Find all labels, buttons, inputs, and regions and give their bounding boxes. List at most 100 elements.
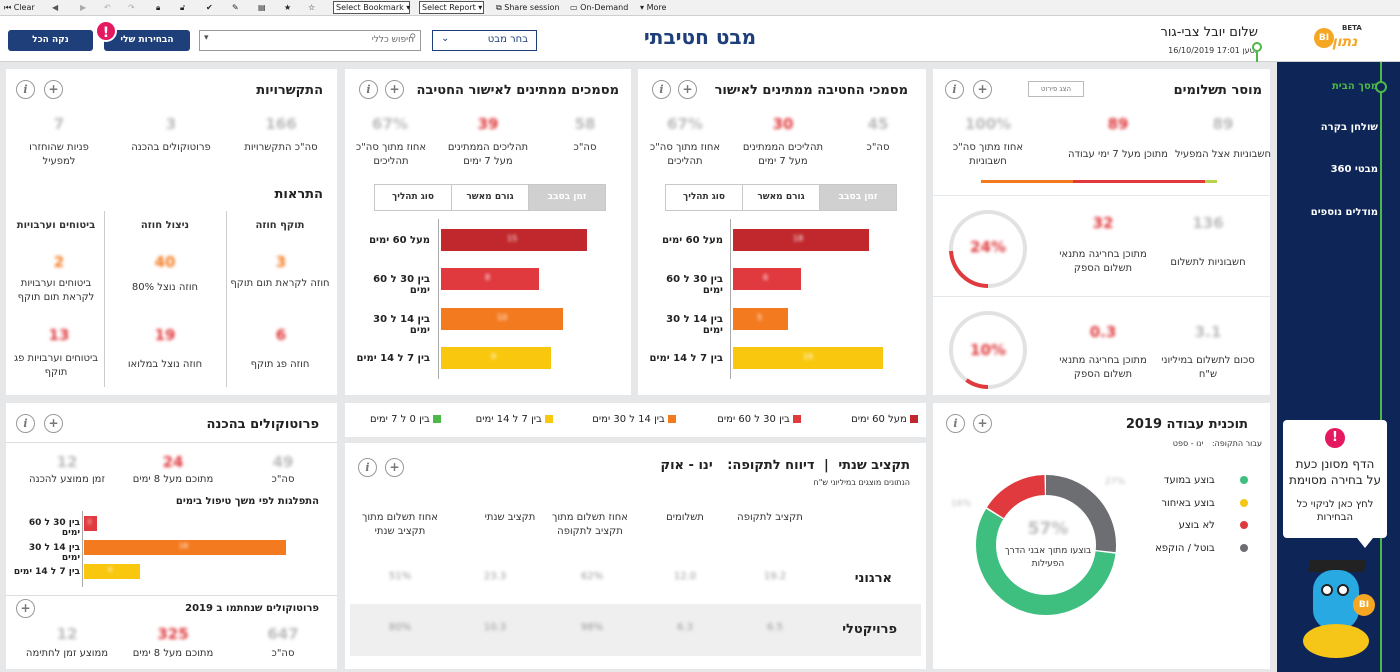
ondemand-button[interactable]: ▭ On-Demand	[570, 3, 629, 12]
add-icon[interactable]: +	[973, 80, 992, 99]
edit-icon[interactable]: ✎	[232, 3, 239, 12]
clear-button[interactable]: ⏮ Clear	[4, 3, 35, 12]
engagements-panel: התקשרויות + i 166 סה"כ התקשרויות 3 פרוטו…	[6, 69, 337, 395]
report-icon[interactable]: ▤	[258, 3, 266, 12]
legend-swatch	[433, 415, 441, 423]
app-header: נקה הכל הבחירות שלי ! חיפוש כללי ▾ ⚲ בחר…	[0, 16, 1400, 62]
star-icon[interactable]: ☆	[308, 3, 316, 12]
sidebar-item-360[interactable]: מבטי 360	[1330, 164, 1378, 175]
bar-14-30[interactable]: 10	[441, 308, 563, 330]
alert-icon: !	[95, 20, 117, 42]
info-icon[interactable]: i	[946, 414, 965, 433]
kpi-label: מתוכם מעל 8 ימים	[132, 648, 214, 659]
logo-text: נתון	[1332, 34, 1358, 50]
sidebar-item-home[interactable]: מסך הבית	[1331, 81, 1378, 92]
bar-14-30[interactable]: 18	[84, 540, 286, 555]
bar-7-14[interactable]: 16	[733, 347, 883, 369]
kpi-value: 89	[1212, 115, 1234, 133]
info-icon[interactable]: i	[16, 80, 35, 99]
alert-value[interactable]: 3	[275, 253, 287, 271]
donut-slice[interactable]	[976, 475, 1116, 615]
bar-30-60[interactable]: 6	[733, 268, 801, 290]
tab-process-type[interactable]: סוג תהליך	[392, 192, 434, 202]
tab-process-type[interactable]: סוג תהליך	[683, 192, 725, 202]
bar-value: 3	[87, 518, 92, 526]
add-icon[interactable]: +	[16, 599, 35, 618]
legend-item: בין 0 ל 7 ימים	[370, 414, 441, 425]
legend-dot-icon	[1240, 499, 1248, 507]
share-session-button[interactable]: ⧉ Share session	[496, 3, 560, 12]
add-icon[interactable]: +	[385, 80, 404, 99]
lock-icon[interactable]: 🔒︎	[156, 3, 161, 12]
bar-30-60[interactable]: 3	[84, 516, 97, 531]
kpi-label: סה"כ	[866, 142, 890, 153]
axis-line	[730, 219, 731, 379]
add-icon[interactable]: +	[44, 80, 63, 99]
bar-30-60[interactable]: 8	[441, 268, 539, 290]
check-icon[interactable]: ✔	[206, 3, 213, 12]
payments-panel: מוסר תשלומים הצג פירוט + i 89 חשבוניות א…	[933, 69, 1271, 195]
bar-7-14[interactable]: 6	[84, 564, 140, 579]
info-icon[interactable]: i	[359, 80, 378, 99]
kpi-label: חשבוניות לתשלום	[1170, 257, 1246, 268]
tab-time-in-round[interactable]: זמן בסבב	[819, 185, 896, 210]
alert-value[interactable]: 13	[48, 326, 70, 344]
info-icon[interactable]: i	[652, 80, 671, 99]
distribution-title: התפלגות לפי משך טיפול בימים	[175, 496, 319, 507]
info-icon[interactable]: i	[945, 80, 964, 99]
logo-bi-icon: BI	[1314, 28, 1334, 48]
tab-approver[interactable]: גורם מאשר	[742, 185, 819, 210]
kpi-label: תהליכים הממתינים מעל 7 ימים	[447, 142, 529, 167]
alert-value[interactable]: 19	[154, 326, 176, 344]
alert-value[interactable]: 6	[275, 326, 287, 344]
unlock-icon[interactable]: 🔓︎	[180, 3, 186, 12]
add-icon[interactable]: +	[44, 414, 63, 433]
column-header: תקציב לתקופה	[737, 512, 803, 523]
more-label: More	[646, 3, 667, 12]
cell-value: 10.3	[483, 622, 507, 633]
legend-swatch	[668, 415, 676, 423]
sidebar-item-models[interactable]: מודלים נוספים	[1310, 207, 1378, 218]
tab-time-in-round[interactable]: זמן בסבב	[528, 185, 605, 210]
bookmark-select[interactable]: Select Bookmark ▾	[333, 1, 410, 14]
bar-7-14[interactable]: 9	[441, 347, 551, 369]
alert-value[interactable]: 2	[53, 253, 65, 271]
bar-over-60[interactable]: 15	[441, 229, 587, 251]
alert-value[interactable]: 40	[154, 253, 176, 271]
search-dropdown-icon[interactable]: ▾	[204, 33, 209, 43]
tab-approver[interactable]: גורם מאשר	[451, 185, 528, 210]
add-icon[interactable]: +	[678, 80, 697, 99]
cell-value: 6.5	[767, 622, 783, 633]
kpi-label: זמן ממוצע להכנה	[29, 474, 105, 485]
my-choices-button[interactable]: הבחירות שלי	[104, 30, 190, 51]
table-row[interactable]: פרויקטלי 6.5 6.3 98% 10.3 80%	[350, 604, 921, 656]
table-row[interactable]: ארגוני 19.2 12.0 62% 23.3 51%	[345, 559, 926, 603]
more-button[interactable]: ▾ More	[640, 3, 667, 12]
donut-slice[interactable]	[976, 475, 1116, 615]
report-select[interactable]: Select Report ▾	[419, 1, 484, 14]
details-button[interactable]: הצג פירוט	[1028, 81, 1084, 97]
info-icon[interactable]: i	[16, 414, 35, 433]
undo-icon[interactable]: ↶	[104, 3, 111, 12]
kpi-value: 32	[1092, 214, 1114, 232]
report-select-label: Select Report	[422, 3, 476, 12]
tooltip-title: הדף מסונן כעת על בחירה מסוימת	[1289, 457, 1381, 487]
clear-all-button[interactable]: נקה הכל	[8, 30, 93, 51]
bookmark-star-icon[interactable]: ★	[284, 3, 292, 12]
info-icon[interactable]: i	[358, 458, 377, 477]
filter-tooltip[interactable]: ! הדף מסונן כעת על בחירה מסוימת לחץ כאן …	[1283, 420, 1387, 538]
kpi-value: 45	[867, 115, 889, 133]
cell-value: 62%	[580, 571, 604, 582]
forward-icon[interactable]: ▶	[80, 3, 87, 12]
add-icon[interactable]: +	[973, 414, 992, 433]
redo-icon[interactable]: ↷	[128, 3, 135, 12]
bar-14-30[interactable]: 5	[733, 308, 788, 330]
tab-bar: סוג תהליך גורם מאשר זמן בסבב	[374, 184, 606, 211]
kpi-value: 3.1	[1194, 323, 1222, 341]
view-select[interactable]: בחר מבט ⌄	[432, 30, 537, 51]
back-icon[interactable]: ◀	[52, 3, 59, 12]
search-input[interactable]: חיפוש כללי ▾ ⚲	[199, 30, 421, 51]
sidebar-item-control[interactable]: שולחן בקרה	[1320, 122, 1378, 133]
bar-over-60[interactable]: 18	[733, 229, 869, 251]
add-icon[interactable]: +	[385, 458, 404, 477]
